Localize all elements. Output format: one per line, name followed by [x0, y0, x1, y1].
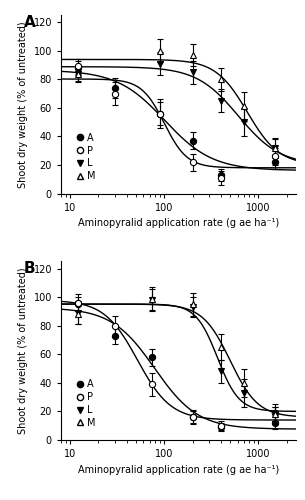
Legend: A, P, L, M: A, P, L, M [75, 377, 97, 430]
Y-axis label: Shoot dry weight (% of untreated): Shoot dry weight (% of untreated) [18, 21, 28, 188]
X-axis label: Aminopyralid application rate (g ae ha⁻¹): Aminopyralid application rate (g ae ha⁻¹… [78, 218, 279, 228]
X-axis label: Aminopyralid application rate (g ae ha⁻¹): Aminopyralid application rate (g ae ha⁻¹… [78, 464, 279, 474]
Legend: A, P, L, M: A, P, L, M [75, 130, 97, 184]
Y-axis label: Shoot dry weight (% of untreated): Shoot dry weight (% of untreated) [18, 268, 28, 434]
Text: B: B [23, 262, 35, 276]
Text: A: A [23, 15, 35, 30]
